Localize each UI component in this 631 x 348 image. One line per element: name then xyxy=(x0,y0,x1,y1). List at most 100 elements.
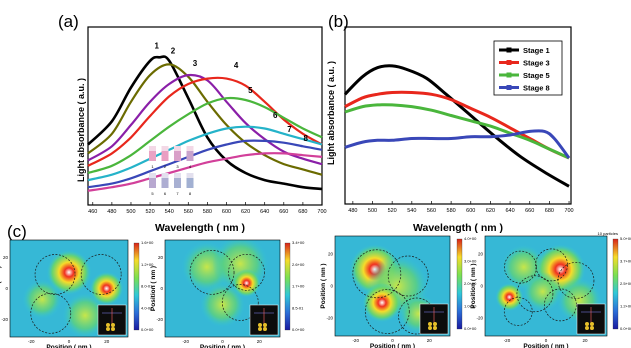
curve-label-2: 2 xyxy=(171,47,176,56)
panel-b-legend: Stage 1 Stage 3 Stage 5 Stage 8 xyxy=(493,40,563,96)
panel-a-xtick-label: 600 xyxy=(222,209,231,215)
particle-outline xyxy=(352,249,402,299)
colorbar-tick-label: 1.2+00 xyxy=(620,304,631,309)
colorbar-tick-label: 8.5-01 xyxy=(292,305,304,310)
field-hotspot xyxy=(495,283,524,312)
vial-cap xyxy=(186,146,194,151)
shared-xlabel-right: Wavelength ( nm ) xyxy=(413,222,503,234)
vials-inset: 1 2 3 4 5 6 7 8 xyxy=(149,146,194,196)
heatmap-ylabel: Position ( nm ) xyxy=(470,263,477,308)
particle-outline xyxy=(503,297,533,326)
curve-label-7: 7 xyxy=(287,125,292,134)
colorbar-tick-label: 8.0-01 xyxy=(141,284,153,289)
vial-label: 7 xyxy=(176,191,179,196)
curve-label-6: 6 xyxy=(273,111,278,120)
inset-particle xyxy=(263,327,267,331)
panel-a-xtick-label: 560 xyxy=(184,209,193,215)
heatmap-ytick-label: 0 xyxy=(5,286,8,291)
panel-b-ylabel: Light absorbance ( a.u. ) xyxy=(326,61,336,165)
panel-a-series-5 xyxy=(87,96,323,175)
panel-b-series-3 xyxy=(344,103,570,160)
vial xyxy=(149,178,156,188)
panel-b-xtick-label: 580 xyxy=(447,208,456,214)
particle-outline xyxy=(228,253,265,291)
panel-label-a: (a) xyxy=(58,12,79,31)
panel-b-xtick-label: 620 xyxy=(486,208,495,214)
heatmap-4: -20 0 20 20 0 -20 Position ( nm ) Position ( nm… xyxy=(470,231,631,348)
panel-b-xtick-label: 560 xyxy=(427,208,436,214)
panel-a-series-2 xyxy=(87,63,323,176)
panel-b-xtick-label: 500 xyxy=(368,208,377,214)
panel-b-xtick-label: 540 xyxy=(407,208,416,214)
colorbar-tick-label: 4.0-01 xyxy=(141,305,153,310)
field-hotspot xyxy=(362,283,402,323)
colorbar-tick-label: 1.7+00 xyxy=(292,284,305,289)
heatmap-xtick-label: 0 xyxy=(68,339,71,344)
panel-a-series-4 xyxy=(87,76,323,167)
heatmap-xtick-label: 20 xyxy=(583,338,589,343)
colorbar-tick-label: 5.0+00 xyxy=(620,236,631,241)
vial-label: 4 xyxy=(189,164,192,169)
vial xyxy=(186,151,194,161)
particle-outline xyxy=(34,254,76,295)
legend-marker xyxy=(506,72,512,78)
field-hotspot xyxy=(89,271,124,306)
vial-label: 3 xyxy=(176,164,179,169)
panel-b-chart: Light absorbance ( a.u. ) 480 500 520 540 56… xyxy=(326,26,574,214)
heatmap-xtick-label: 20 xyxy=(257,339,263,344)
heatmap-ytick-label: -20 xyxy=(476,316,483,321)
colorbar-tick-label: 0.0+00 xyxy=(141,327,154,332)
particle-outline xyxy=(221,284,259,321)
heatmap-ylabel: Position ( nm ) xyxy=(0,266,2,311)
inset-particle xyxy=(433,322,437,326)
vial xyxy=(174,178,181,188)
colorbar-tick-label: 4.0+00 xyxy=(464,236,477,241)
colorbar-tick-label: 2.6+00 xyxy=(292,262,305,267)
panel-b-xtick-label: 640 xyxy=(505,208,514,214)
heatmap-1: -20 0 20 20 0 -20 Position ( nm ) Position ( nm… xyxy=(0,239,154,348)
legend-marker xyxy=(506,47,512,53)
panel-b-xtick-label: 700 xyxy=(564,208,573,214)
colorbar-tick-label: 1.6+00 xyxy=(141,240,154,245)
colorbar-tick-label: 3.0+00 xyxy=(464,259,477,264)
colorbar xyxy=(133,242,140,331)
colorbar-tick-label: 2.5+00 xyxy=(620,281,631,286)
panel-b-frame xyxy=(344,26,572,205)
vial-cap xyxy=(174,146,181,151)
vial-cap xyxy=(149,173,156,178)
heatmap-2: -20 0 20 20 0 -20 Position ( nm ) Position ( nm… xyxy=(150,239,305,348)
vial-label: 2 xyxy=(164,164,167,169)
particle-outline xyxy=(544,288,577,322)
vial-label: 5 xyxy=(151,191,154,196)
panel-a-xtick-label: 540 xyxy=(165,209,174,215)
field-hotspot xyxy=(523,271,563,312)
vial-cap xyxy=(174,173,181,178)
particle-outline xyxy=(80,254,122,295)
heatmap-xtick-label: -20 xyxy=(28,339,35,344)
heatmap-xtick-label: 0 xyxy=(545,338,548,343)
panel-a-xtick-label: 480 xyxy=(107,209,116,215)
curve-label-5: 5 xyxy=(248,86,253,95)
heatmap-xtick-label: 0 xyxy=(391,338,394,343)
panel-a-xtick-label: 660 xyxy=(279,209,288,215)
field-hotspot xyxy=(22,279,62,319)
panel-a-frame xyxy=(87,26,323,206)
panel-label-b: (b) xyxy=(328,12,349,31)
panel-b-xtick-label: 480 xyxy=(348,208,357,214)
vial-cap xyxy=(186,173,194,178)
inset-particle xyxy=(106,323,110,327)
heatmap-xtick-label: 20 xyxy=(427,338,433,343)
inset-particle xyxy=(433,326,437,330)
heatmap-xlabel: Position ( nm ) xyxy=(523,343,568,348)
panel-b-series-4 xyxy=(344,129,571,159)
legend-entry: Stage 5 xyxy=(523,71,550,80)
panel-b-xtick-label: 520 xyxy=(388,208,397,214)
panel-a-series-8 xyxy=(87,152,323,192)
panel-b-series-1 xyxy=(343,64,570,188)
heatmap-ytick-label: 0 xyxy=(480,284,483,289)
curve-label-3: 3 xyxy=(193,59,198,68)
inset-particle xyxy=(428,322,432,326)
particle-outline xyxy=(364,289,410,334)
panel-b-xtick-label: 600 xyxy=(466,208,475,214)
legend-entry: Stage 3 xyxy=(523,58,550,67)
